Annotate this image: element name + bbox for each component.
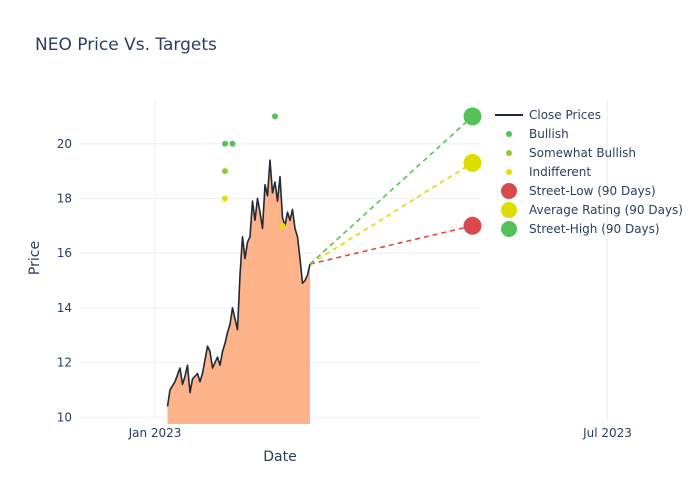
legend-marker — [506, 169, 512, 175]
y-tick-label: 10 — [57, 410, 72, 424]
legend-label: Somewhat Bullish — [529, 146, 636, 160]
rating-point[interactable] — [279, 222, 286, 229]
y-tick-label: 18 — [57, 191, 72, 205]
y-tick-label: 14 — [57, 301, 72, 315]
target-marker[interactable] — [463, 107, 482, 126]
rating-point[interactable] — [229, 140, 236, 147]
legend[interactable]: Close Prices Bullish Somewhat Bullish Indif… — [495, 108, 683, 237]
x-axis-title: Date — [263, 449, 296, 465]
legend-marker — [501, 221, 517, 237]
target-line — [309, 115, 474, 265]
y-tick-label: 12 — [57, 356, 72, 370]
close-price-line[interactable] — [166, 159, 311, 407]
x-tick-label: Jan 2023 — [128, 426, 182, 440]
x-tick-label: Jul 2023 — [582, 426, 632, 440]
legend-marker — [506, 150, 512, 156]
rating-points-layer — [222, 113, 286, 229]
price-area — [167, 160, 310, 424]
target-marker[interactable] — [463, 153, 482, 172]
legend-label: Street-High (90 Days) — [529, 222, 660, 236]
target-marker[interactable] — [463, 216, 482, 235]
price-area-layer — [167, 160, 310, 424]
target-line — [309, 225, 473, 265]
rating-point[interactable] — [222, 168, 228, 175]
y-tick-label: 16 — [57, 246, 72, 260]
chart-title: NEO Price Vs. Targets — [35, 35, 217, 55]
price-line-layer — [166, 159, 311, 407]
legend-label: Bullish — [529, 127, 569, 141]
rating-point[interactable] — [222, 195, 228, 202]
legend-label: Street-Low (90 Days) — [529, 184, 656, 198]
legend-marker — [501, 183, 517, 199]
legend-label: Close Prices — [529, 108, 601, 122]
y-tick-label: 20 — [57, 137, 72, 151]
legend-marker — [501, 202, 517, 218]
legend-marker — [506, 131, 512, 137]
rating-point[interactable] — [272, 113, 278, 120]
rating-point[interactable] — [222, 140, 228, 147]
target-line — [309, 162, 473, 265]
target-lines-layer — [309, 107, 482, 265]
legend-label: Indifferent — [529, 165, 591, 179]
y-axis-title: Price — [27, 241, 43, 275]
legend-label: Average Rating (90 Days) — [529, 203, 683, 217]
